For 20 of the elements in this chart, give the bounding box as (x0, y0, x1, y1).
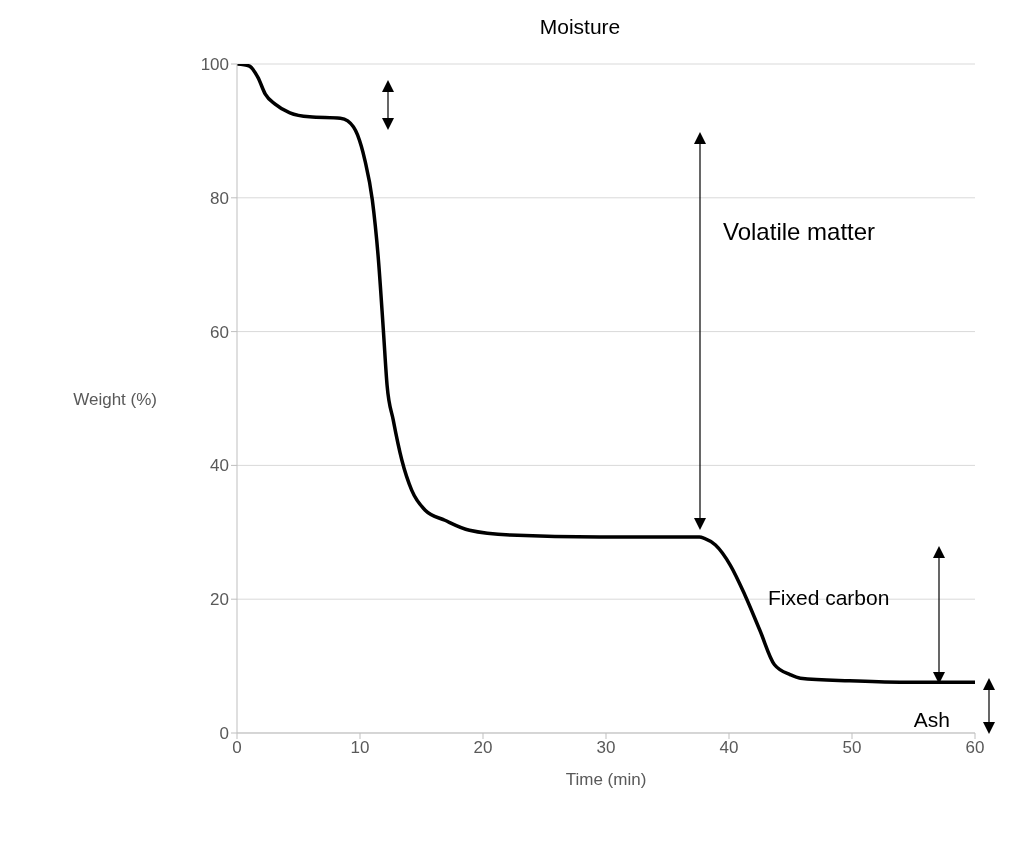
x-axis-title: Time (min) (565, 770, 647, 789)
annotation: Ash (913, 708, 950, 731)
x-tick-label: 40 (719, 738, 739, 758)
y-axis-title: Weight (%) (73, 389, 157, 409)
y-tick-label: 0 (219, 724, 229, 744)
x-tick-label: 30 (596, 738, 616, 758)
y-tick-label: 60 (210, 322, 229, 342)
y-tick-label: 80 (210, 188, 229, 208)
x-tick-label: 20 (473, 738, 493, 758)
x-tick-label: 0 (232, 738, 242, 758)
x-tick-label: 50 (842, 738, 862, 758)
annotation: Fixed carbon (768, 586, 890, 609)
x-tick-label: 60 (965, 738, 985, 758)
annotation: Volatile matter (723, 218, 876, 245)
text: Moisture (539, 15, 621, 38)
y-tick-label: 100 (200, 55, 229, 75)
x-tick-label: 10 (350, 738, 370, 758)
y-tick-label: 20 (210, 590, 229, 610)
y-tick-label: 40 (210, 456, 229, 476)
line-series (237, 64, 975, 684)
